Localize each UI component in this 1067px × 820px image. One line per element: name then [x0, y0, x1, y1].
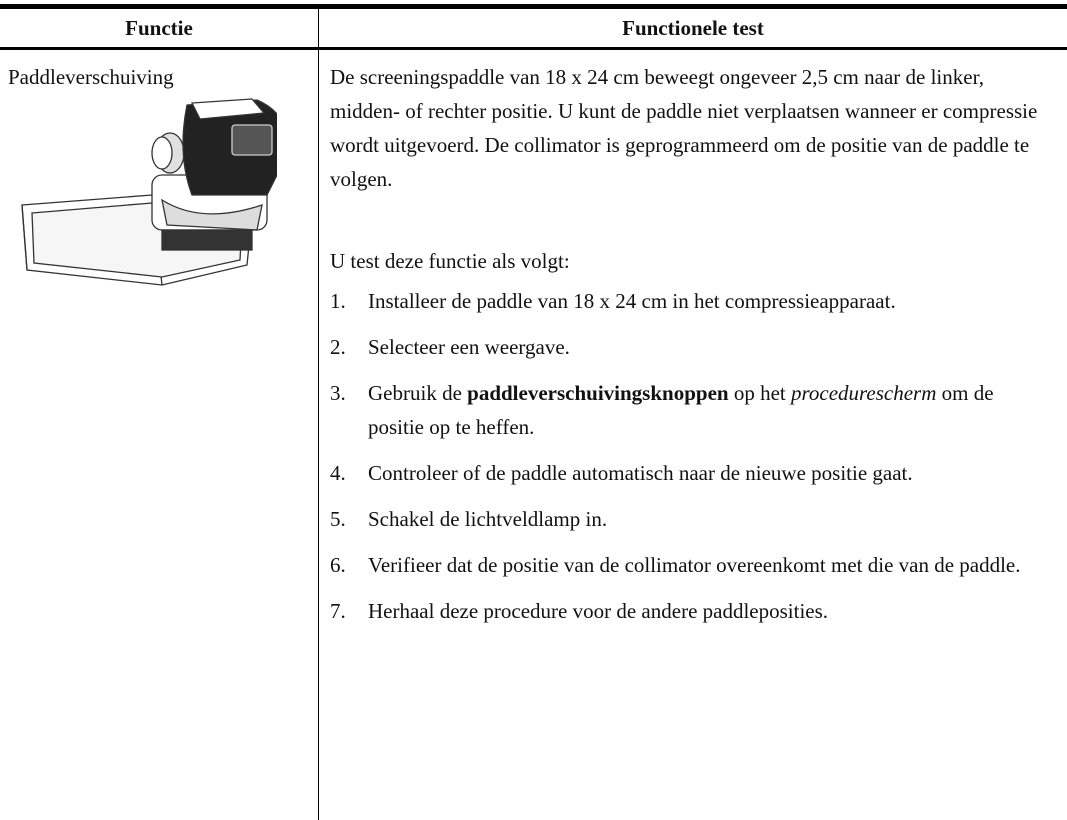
step: 1. Installeer de paddle van 18 x 24 cm in…: [330, 284, 1052, 318]
step: 4. Controleer of de paddle automatisch na…: [330, 456, 1052, 490]
step-number: 4.: [330, 461, 346, 485]
description: De screeningspaddle van 18 x 24 cm bewee…: [330, 65, 1038, 191]
step-text: procedurescherm: [790, 381, 937, 405]
step: 3. Gebruik de paddleverschuivingsknoppen …: [330, 376, 1052, 444]
step: 5. Schakel de lichtveldlamp in.: [330, 502, 1052, 536]
step-number: 2.: [330, 335, 346, 359]
step-text: Selecteer een weergave.: [368, 335, 570, 359]
column-header: Functionele test: [622, 16, 764, 40]
table-top-rule: [0, 4, 1067, 9]
intro: U test deze functie als volgt:: [330, 249, 570, 273]
step-text: op het: [728, 381, 791, 405]
step-text: Schakel de lichtveldlamp in.: [368, 507, 608, 531]
test-description: De screeningspaddle van 18 x 24 cm bewee…: [330, 60, 1052, 640]
step-number: 1.: [330, 289, 346, 313]
header-rule: [0, 47, 1067, 50]
step-text: Verifieer dat de positie van de collimat…: [368, 553, 1021, 577]
step: 6. Verifieer dat de positie van de collim…: [330, 548, 1052, 582]
step-text: om de positie op te heffen.: [368, 381, 994, 439]
function-name: Paddleverschuiving: [8, 65, 174, 89]
step-text: Herhaal deze procedure voor de andere pa…: [368, 599, 829, 623]
paddle-illustration: [21, 98, 277, 286]
step-number: 5.: [330, 507, 346, 531]
step-text: Installeer de paddle van 18 x 24 cm in h…: [368, 289, 896, 313]
step: 2. Selecteer een weergave.: [330, 330, 1052, 364]
step-text: paddleverschuivingsknoppen: [467, 381, 729, 405]
step-list: 1. Installeer de paddle van 18 x 24 cm in…: [330, 284, 1052, 628]
column-header: Functie: [125, 16, 193, 40]
step-text: Gebruik de: [368, 381, 468, 405]
column-divider: [318, 9, 319, 820]
step: 7. Herhaal deze procedure voor de andere …: [330, 594, 1052, 628]
step-number: 3.: [330, 381, 346, 405]
step-number: 6.: [330, 553, 346, 577]
step-number: 7.: [330, 599, 346, 623]
step-text: Controleer of de paddle automatisch naar…: [368, 461, 913, 485]
